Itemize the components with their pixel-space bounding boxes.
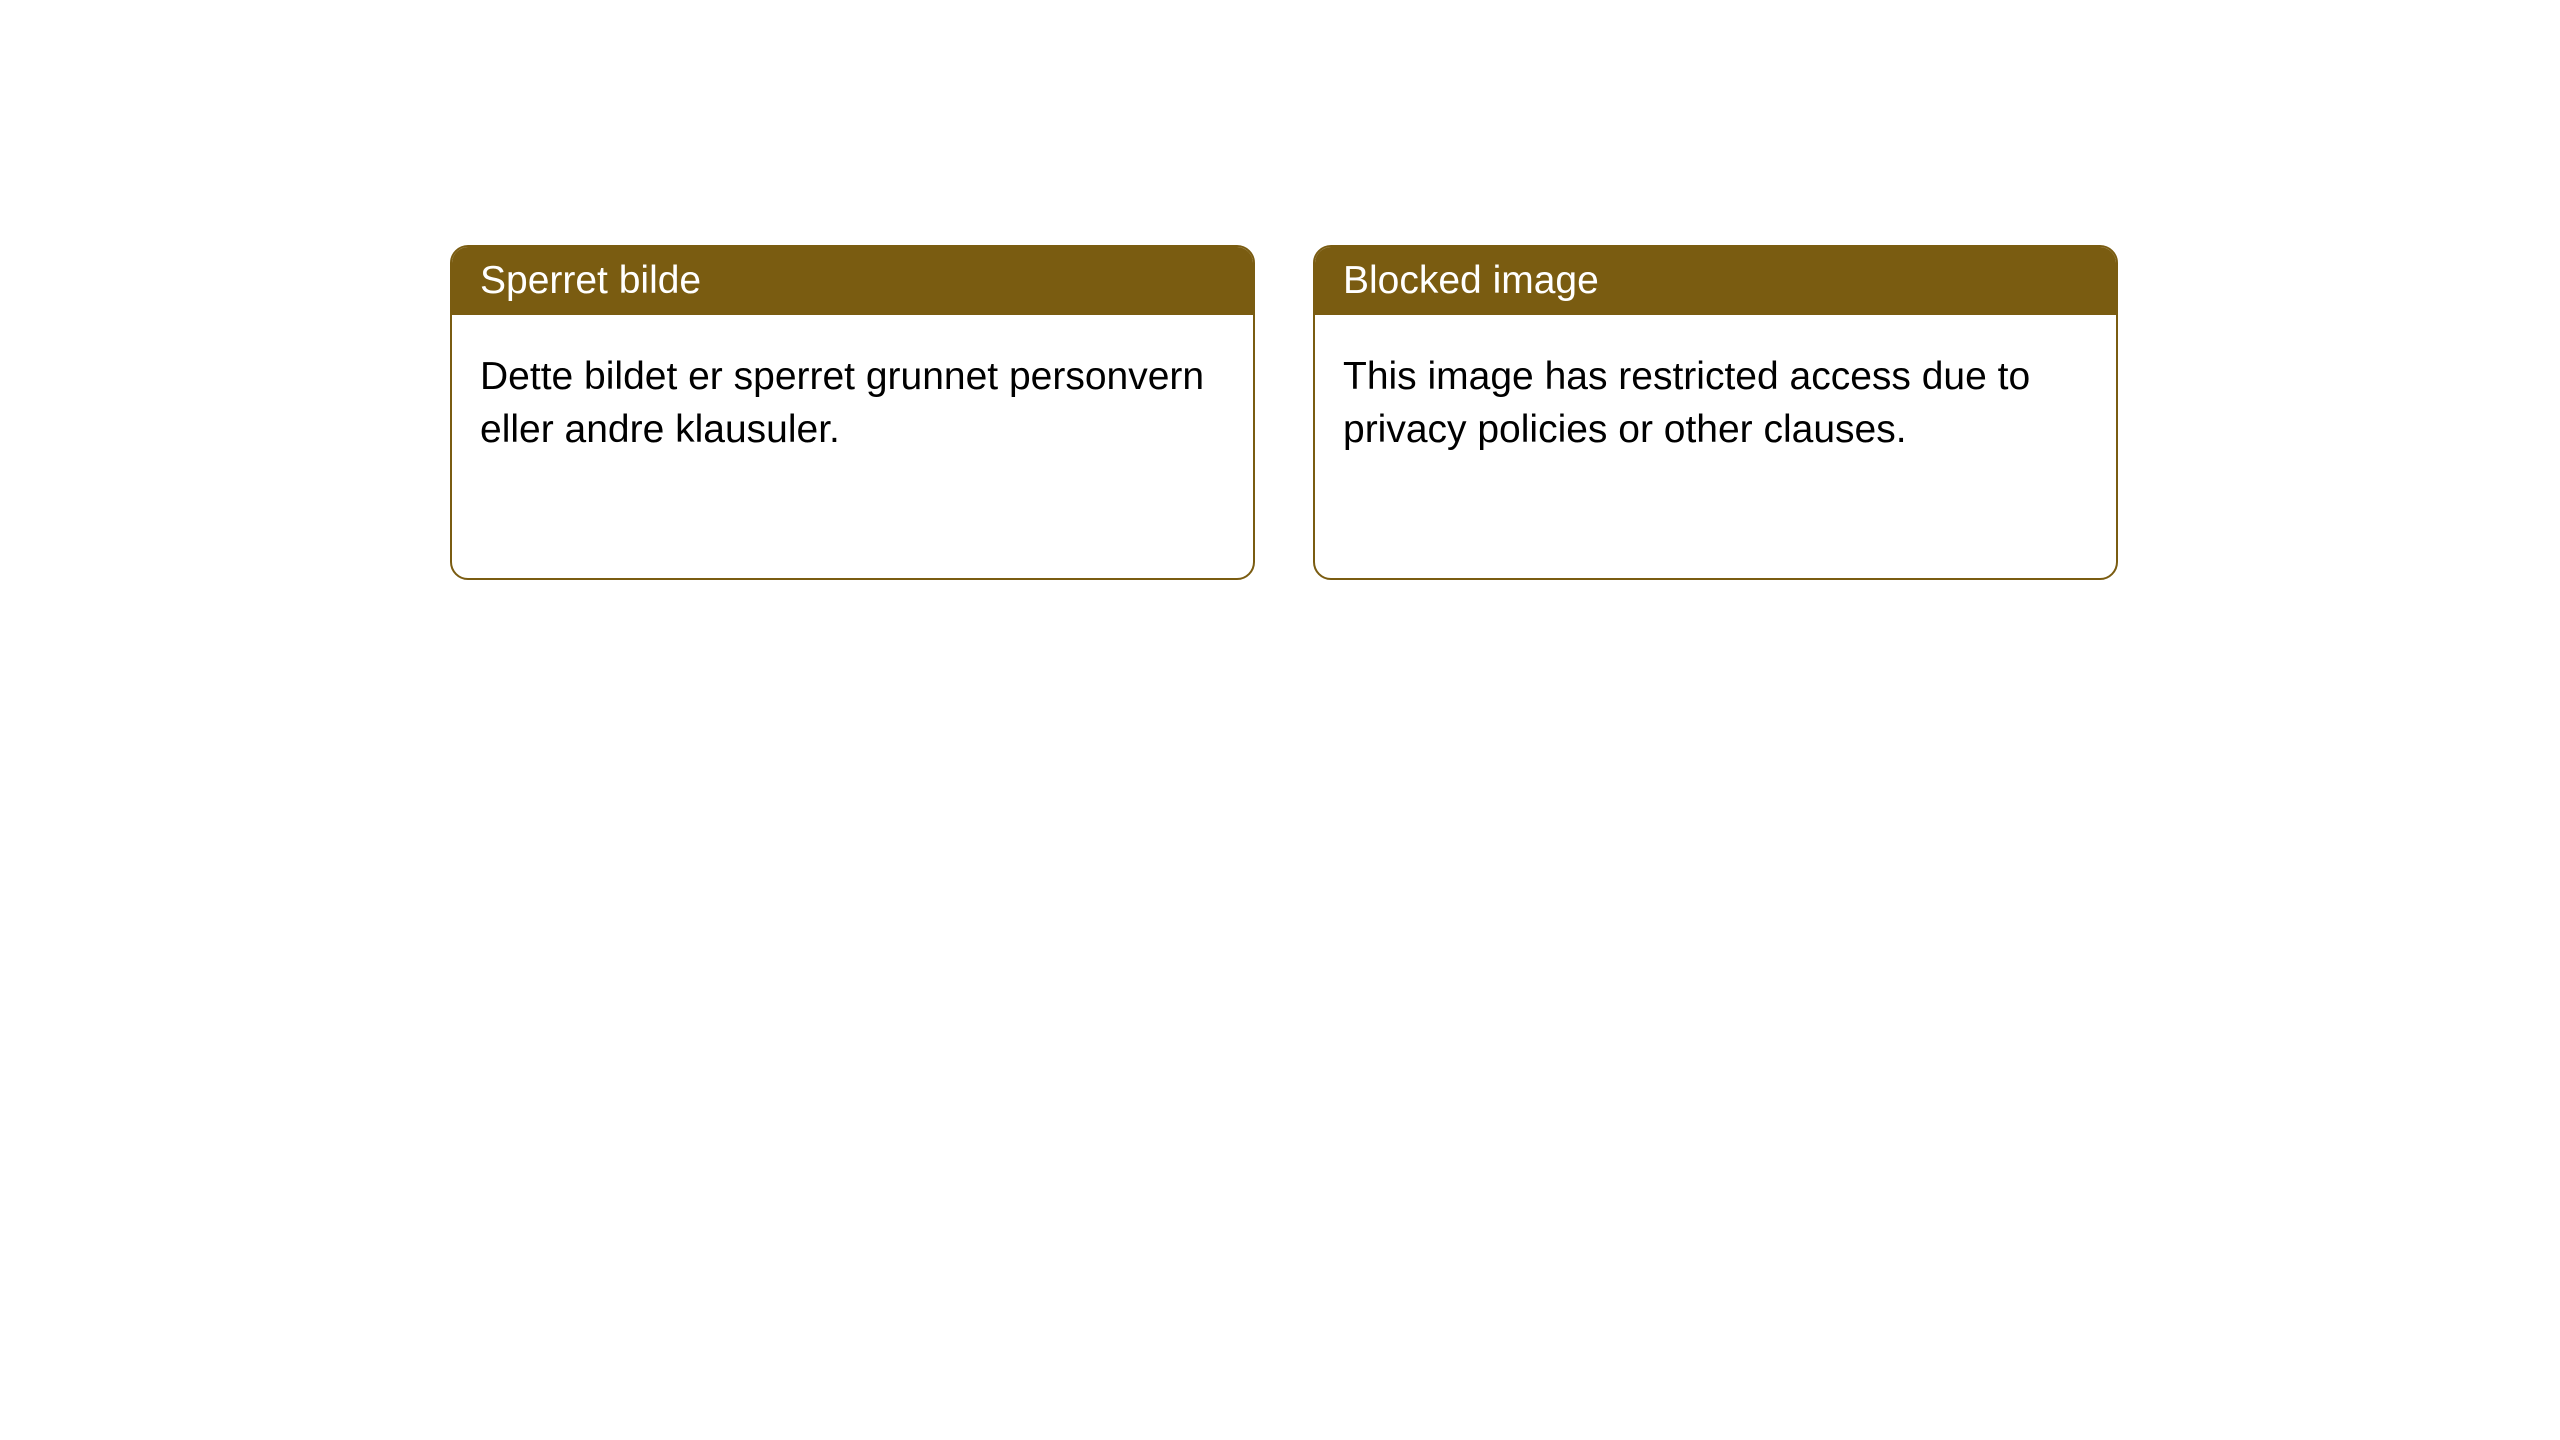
notice-card-title: Sperret bilde — [480, 259, 701, 302]
notice-card-header: Sperret bilde — [452, 247, 1253, 315]
notice-container: Sperret bilde Dette bildet er sperret gr… — [450, 245, 2118, 580]
notice-card-header: Blocked image — [1315, 247, 2116, 315]
notice-card-body: Dette bildet er sperret grunnet personve… — [452, 315, 1253, 492]
notice-card-body: This image has restricted access due to … — [1315, 315, 2116, 492]
notice-card-text: This image has restricted access due to … — [1343, 355, 2030, 451]
notice-card-text: Dette bildet er sperret grunnet personve… — [480, 355, 1204, 451]
notice-card-english: Blocked image This image has restricted … — [1313, 245, 2118, 580]
notice-card-norwegian: Sperret bilde Dette bildet er sperret gr… — [450, 245, 1255, 580]
notice-card-title: Blocked image — [1343, 259, 1599, 302]
